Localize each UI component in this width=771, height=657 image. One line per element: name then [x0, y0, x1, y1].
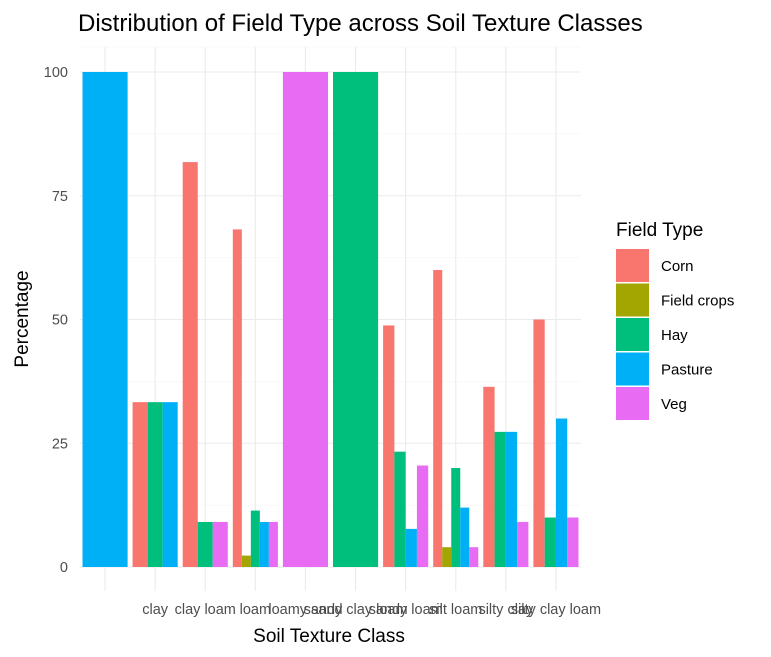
- bar-veg-silty-clay-loam: [567, 517, 579, 567]
- bar-corn-silt-loam: [433, 270, 443, 567]
- bar-hay-clay: [147, 402, 163, 567]
- bar-pasture-loam: [259, 521, 269, 567]
- bar-field-crops-loam: [241, 555, 251, 567]
- x-tick-label: loam: [240, 602, 271, 618]
- legend-key-veg: [616, 387, 649, 420]
- legend-key-pasture: [616, 352, 649, 386]
- x-tick-label: loamy sand: [268, 602, 342, 618]
- bar-hay-silt-loam: [451, 468, 461, 567]
- bar-hay-sandy-clay-loam: [333, 72, 379, 567]
- y-axis-ticks: 0 25 50 75 100: [44, 65, 68, 576]
- bar-hay-clay-loam: [197, 521, 213, 567]
- bar-corn-clay-loam: [182, 162, 198, 567]
- bar-corn-silty-clay-loam: [533, 319, 545, 567]
- legend-label: Hay: [661, 327, 688, 344]
- bar-pasture-silty-clay: [505, 431, 518, 567]
- legend-label: Corn: [661, 258, 694, 275]
- bar-hay-sandy-loam: [394, 451, 406, 567]
- y-tick-label: 50: [52, 313, 68, 329]
- bar-hay-silty-clay-loam: [544, 517, 556, 567]
- bar-field-crops-silt-loam: [442, 547, 452, 567]
- x-tick-label: clay loam: [175, 602, 236, 618]
- x-tick-label: clay: [142, 602, 169, 618]
- x-tick-label: sandy loam: [369, 602, 443, 618]
- x-tick-label: sandy clay loam: [304, 602, 408, 618]
- bar-veg-clay-loam: [212, 521, 228, 567]
- chart-title: Distribution of Field Type across Soil T…: [78, 10, 643, 37]
- legend-key-hay: [616, 318, 649, 351]
- x-axis-title: Soil Texture Class: [253, 626, 405, 647]
- legend-label: Field crops: [661, 293, 734, 310]
- bar-pasture-sandy-loam: [405, 528, 417, 567]
- legend-key-field-crops: [616, 283, 649, 317]
- legend-label: Pasture: [661, 362, 713, 379]
- legend-title: Field Type: [616, 220, 703, 241]
- legend: Field Type Corn Field crops Hay Pasture Veg: [616, 220, 734, 420]
- bar-veg-sandy-loam: [416, 465, 429, 567]
- bar-veg-loamy-sand: [282, 72, 328, 567]
- bar-pasture-clay: [162, 402, 178, 567]
- bar-corn-loam: [232, 229, 242, 567]
- bar-veg-loam: [268, 521, 278, 567]
- x-tick-label: silty clay loam: [511, 602, 601, 618]
- bar-veg-silt-loam: [469, 547, 479, 567]
- legend-label: Veg: [661, 396, 687, 413]
- y-axis-title: Percentage: [12, 270, 33, 367]
- y-tick-label: 0: [60, 560, 68, 576]
- bar-pasture-silty-clay-loam: [555, 418, 568, 567]
- x-tick-label: silty clay: [478, 602, 534, 618]
- bars: [82, 72, 579, 567]
- bar-corn-sandy-loam: [383, 325, 395, 567]
- y-tick-label: 100: [44, 65, 68, 81]
- bar-corn-clay: [132, 402, 148, 567]
- legend-key-corn: [616, 249, 649, 282]
- bar-pasture-silt-loam: [460, 507, 470, 567]
- bar-corn-silty-clay: [483, 386, 495, 567]
- bar-pasture-blank: [82, 72, 128, 567]
- bar-hay-silty-clay: [494, 431, 506, 567]
- x-tick-label: silt loam: [429, 602, 482, 618]
- bar-veg-silty-clay: [517, 521, 529, 567]
- y-tick-label: 75: [52, 189, 68, 205]
- y-tick-label: 25: [52, 436, 68, 452]
- bar-hay-loam: [250, 510, 260, 567]
